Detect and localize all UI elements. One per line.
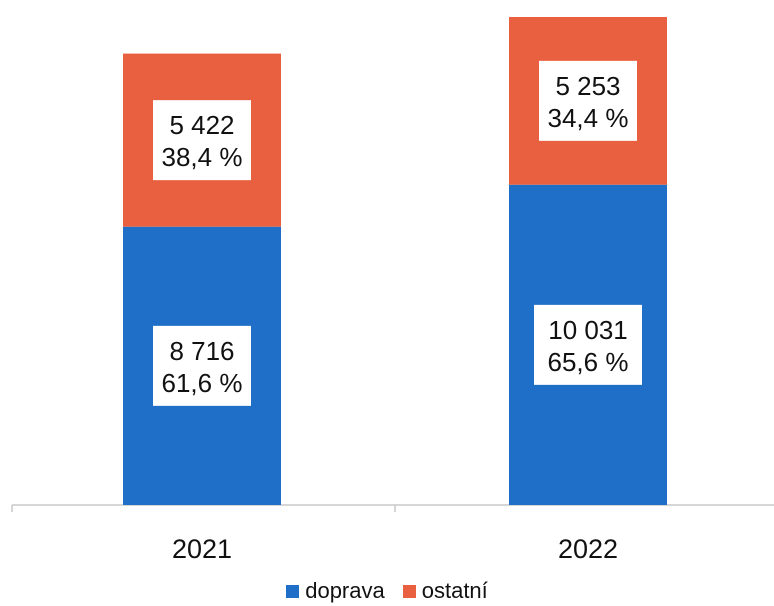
legend: doprava ostatní <box>0 578 774 604</box>
data-label-percent: 61,6 % <box>162 368 243 398</box>
data-label-value: 5 253 <box>555 71 620 101</box>
data-label-background <box>153 100 251 181</box>
data-label-value: 8 716 <box>169 336 234 366</box>
data-label-percent: 38,4 % <box>162 142 243 172</box>
data-label-background <box>539 60 637 141</box>
legend-label-ostatni: ostatní <box>421 578 488 603</box>
legend-swatch-doprava <box>286 584 300 598</box>
data-label-value: 5 422 <box>169 110 234 140</box>
data-label-percent: 34,4 % <box>548 103 629 133</box>
data-label-value: 10 031 <box>548 315 628 345</box>
legend-swatch-ostatni <box>402 584 416 598</box>
data-label-background <box>534 304 642 385</box>
legend-item-ostatni: ostatní <box>402 578 488 604</box>
legend-label-doprava: doprava <box>305 578 385 603</box>
x-tick-label-2022: 2022 <box>558 534 618 564</box>
data-label-background <box>153 325 251 406</box>
data-label-percent: 65,6 % <box>548 347 629 377</box>
legend-item-doprava: doprava <box>286 578 385 604</box>
x-tick-label-2021: 2021 <box>172 534 232 564</box>
x-tick-labels-layer: 2021 2022 <box>11 505 618 564</box>
